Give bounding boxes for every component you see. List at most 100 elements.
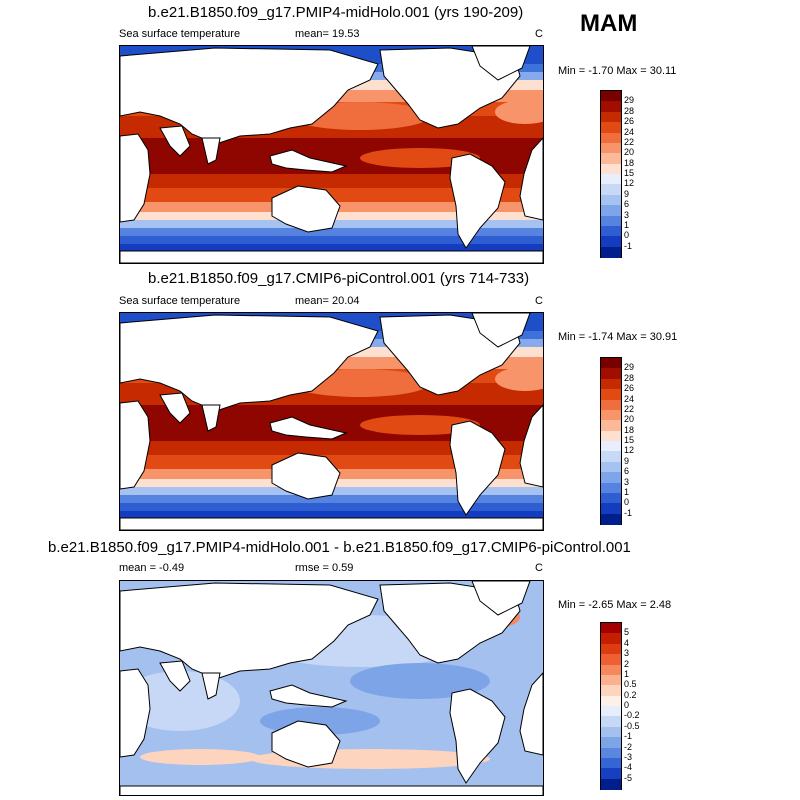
- colorbar-tick-label: 29: [624, 362, 635, 373]
- colorbar-tick-label: 0: [624, 497, 630, 508]
- panel2-mean-label: mean= 20.04: [295, 295, 360, 307]
- colorbar-tick-label: -1: [624, 507, 633, 518]
- colorbar-tick-label: 0.2: [624, 689, 637, 700]
- colorbar-tick-label: 1: [624, 668, 630, 679]
- panel1-land-africa-east: [519, 137, 543, 221]
- panel3-mean-label: mean = -0.49: [119, 562, 185, 574]
- panel2-title: b.e21.B1850.f09_g17.CMIP6-piControl.001 …: [148, 270, 530, 287]
- colorbar-segment: [601, 778, 621, 790]
- panel1-map: [119, 45, 544, 264]
- colorbar-tick-label: -1: [624, 731, 633, 742]
- colorbar-segment: [601, 513, 621, 525]
- panel3-land-maritime: [269, 684, 348, 708]
- panel1-sst-band: [120, 236, 543, 244]
- panel3-land-australia: [271, 720, 341, 768]
- panel3-minmax-label: Min = -2.65 Max = 2.48: [558, 599, 672, 611]
- colorbar-segment: [601, 215, 621, 227]
- colorbar-tick-label: 18: [624, 424, 635, 435]
- panel1-sst-feature: [495, 100, 543, 124]
- colorbar-tick-label: -4: [624, 762, 633, 773]
- panel1-land-australia: [271, 185, 341, 233]
- colorbar-segment: [601, 358, 621, 369]
- panel2-land-greenland: [471, 313, 531, 348]
- panel1-land-arabia-india: [159, 125, 221, 165]
- panel2-sst-band: [120, 495, 543, 503]
- panel3-land-antarctica: [120, 785, 543, 795]
- panel2-sst-feature: [360, 415, 480, 435]
- panel2-land-arabia-india: [159, 392, 221, 432]
- panel1-sst-band: [120, 174, 543, 188]
- colorbar-tick-label: 15: [624, 435, 635, 445]
- panel1-land-africa: [120, 133, 151, 223]
- colorbar-tick-label: 4: [624, 637, 630, 648]
- panel3-map: [119, 580, 544, 796]
- colorbar-segment: [601, 225, 621, 237]
- colorbar-tick-label: -0.5: [624, 720, 640, 731]
- panel2-colorbar: [600, 357, 622, 525]
- colorbar-segment: [601, 623, 621, 634]
- colorbar-segment: [601, 420, 621, 432]
- colorbar-segment: [601, 91, 621, 102]
- colorbar-segment: [601, 472, 621, 483]
- panel1-title: b.e21.B1850.f09_g17.PMIP4-midHolo.001 (y…: [148, 4, 524, 21]
- colorbar-segment: [601, 389, 621, 400]
- colorbar-segment: [601, 633, 621, 645]
- colorbar-tick-label: 0.5: [624, 679, 637, 690]
- panel3-colorbar: [600, 622, 622, 790]
- colorbar-tick-label: 12: [624, 445, 635, 456]
- panel1-mean-label: mean= 19.53: [295, 28, 360, 40]
- colorbar-tick-label: 22: [624, 136, 635, 147]
- panel3-title: b.e21.B1850.f09_g17.PMIP4-midHolo.001 - …: [48, 539, 631, 556]
- colorbar-tick-label: 9: [624, 188, 630, 199]
- panel2-sst-band: [120, 503, 543, 511]
- colorbar-tick-label: -1: [624, 240, 633, 251]
- colorbar-segment: [601, 142, 621, 154]
- panel3-land-eurasia: [120, 582, 379, 680]
- panel2-land-africa-east: [519, 404, 543, 488]
- panel3-land-africa: [120, 668, 151, 758]
- colorbar-segment: [601, 409, 621, 421]
- panel2-land-eurasia: [120, 314, 379, 412]
- colorbar-segment: [601, 441, 621, 452]
- colorbar-tick-label: 12: [624, 178, 635, 189]
- colorbar-tick-label: 6: [624, 199, 630, 210]
- colorbar-segment: [601, 492, 621, 504]
- panel3-land-greenland: [471, 581, 531, 616]
- panel2-land-maritime: [269, 416, 348, 440]
- colorbar-tick-label: 1: [624, 219, 630, 230]
- colorbar-tick-label: -5: [624, 772, 633, 783]
- panel2-map: [119, 312, 544, 531]
- colorbar-tick-label: 5: [624, 627, 630, 638]
- colorbar-tick-label: 18: [624, 157, 635, 168]
- colorbar-tick-label: 3: [624, 476, 630, 487]
- colorbar-tick-label: 3: [624, 648, 630, 659]
- panel2-minmax-label: Min = -1.74 Max = 30.91: [558, 331, 678, 343]
- panel1-variable-label: Sea surface temperature: [119, 28, 241, 40]
- panel2-land-africa: [120, 400, 151, 490]
- panel3-rmse-label: rmse = 0.59: [295, 562, 354, 574]
- colorbar-segment: [601, 101, 621, 113]
- colorbar-tick-label: 24: [624, 126, 635, 137]
- panel1-land-south-america: [449, 153, 506, 249]
- panel1-minmax-label: Min = -1.70 Max = 30.11: [558, 65, 677, 77]
- colorbar-tick-label: 29: [624, 95, 635, 106]
- colorbar-tick-label: 3: [624, 209, 630, 220]
- panel1-colorbar: [600, 90, 622, 258]
- panel1-sst-band: [120, 188, 543, 202]
- colorbar-segment: [601, 246, 621, 258]
- colorbar-segment: [601, 430, 621, 442]
- colorbar-segment: [601, 174, 621, 185]
- colorbar-segment: [601, 695, 621, 707]
- colorbar-tick-label: -3: [624, 751, 633, 762]
- panel2-land-australia: [271, 452, 341, 500]
- colorbar-segment: [601, 461, 621, 473]
- panel2-units-label: C: [535, 295, 543, 307]
- colorbar-segment: [601, 194, 621, 206]
- colorbar-segment: [601, 685, 621, 697]
- colorbar-tick-label: 20: [624, 147, 635, 158]
- panel2-sst-band: [120, 455, 543, 469]
- colorbar-tick-label: 15: [624, 168, 635, 178]
- colorbar-segment: [601, 368, 621, 380]
- colorbar-segment: [601, 747, 621, 759]
- colorbar-segment: [601, 111, 621, 123]
